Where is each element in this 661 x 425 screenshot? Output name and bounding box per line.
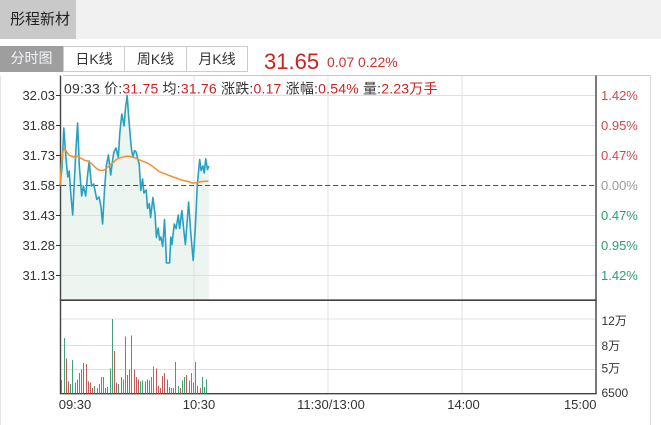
svg-text:31.13: 31.13: [22, 268, 55, 283]
svg-text:0.95%: 0.95%: [601, 238, 638, 253]
svg-text:09:33 价:31.75 均:31.76 涨跌:0.17: 09:33 价:31.75 均:31.76 涨跌:0.17 涨幅:0.54% 量…: [64, 81, 438, 97]
svg-text:31.73: 31.73: [22, 148, 55, 163]
svg-text:8万: 8万: [602, 339, 621, 353]
svg-text:09:30: 09:30: [59, 397, 92, 412]
svg-text:1.42%: 1.42%: [601, 88, 638, 103]
svg-text:31.88: 31.88: [22, 118, 55, 133]
svg-text:14:00: 14:00: [447, 397, 480, 412]
svg-text:6500: 6500: [602, 386, 629, 400]
svg-text:31.28: 31.28: [22, 238, 55, 253]
svg-text:1.42%: 1.42%: [601, 268, 638, 283]
svg-text:12万: 12万: [602, 314, 627, 328]
svg-text:31.58: 31.58: [22, 178, 55, 193]
svg-text:0.00%: 0.00%: [601, 178, 638, 193]
svg-text:0.47%: 0.47%: [601, 208, 638, 223]
svg-text:5万: 5万: [602, 362, 621, 376]
svg-text:0.95%: 0.95%: [601, 118, 638, 133]
svg-text:32.03: 32.03: [22, 88, 55, 103]
svg-text:31.43: 31.43: [22, 208, 55, 223]
svg-text:11:30/13:00: 11:30/13:00: [297, 397, 365, 412]
svg-text:10:30: 10:30: [183, 397, 216, 412]
svg-text:15:00: 15:00: [564, 397, 597, 412]
svg-text:0.47%: 0.47%: [601, 148, 638, 163]
